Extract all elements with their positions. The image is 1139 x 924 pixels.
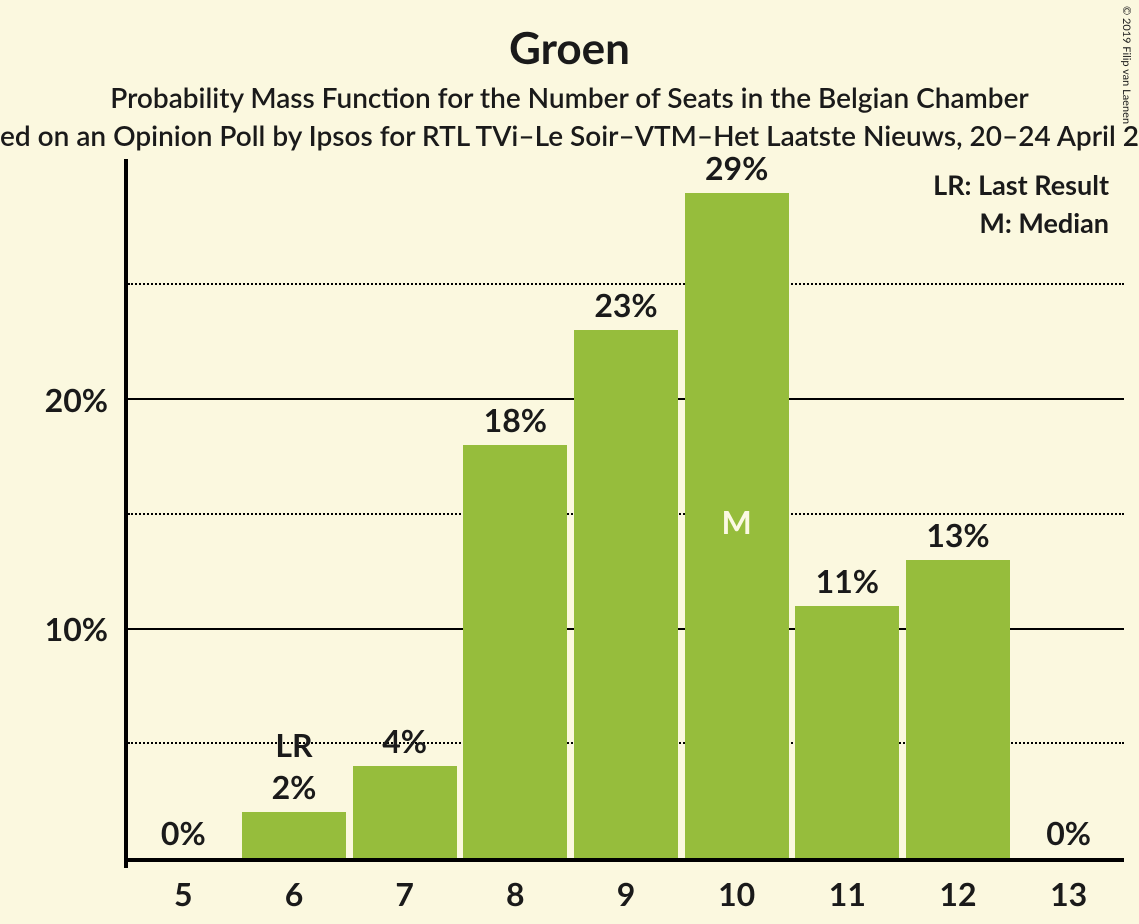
- y-tick-label: 20%: [18, 380, 108, 419]
- x-tick-label: 7: [349, 874, 460, 913]
- x-tick-label: 11: [792, 874, 903, 913]
- bar-value-label: 4%: [353, 721, 457, 760]
- bar-value-label: 18%: [463, 400, 567, 439]
- x-axis: [124, 858, 1124, 862]
- plot-area: 0%52%LR64%718%823%929%M1011%1113%120%131…: [128, 165, 1124, 858]
- bar: [242, 812, 346, 858]
- bar-value-label: 13%: [906, 515, 1010, 554]
- y-axis: [124, 159, 128, 868]
- bar-value-label: 23%: [574, 285, 678, 324]
- x-tick-label: 8: [460, 874, 571, 913]
- x-tick-label: 10: [681, 874, 792, 913]
- bar-value-label: 0%: [1017, 813, 1121, 852]
- legend-m: M: Median: [979, 206, 1109, 239]
- x-tick-label: 5: [128, 874, 239, 913]
- bar: [906, 560, 1010, 858]
- x-tick-label: 9: [571, 874, 682, 913]
- bar: [353, 766, 457, 858]
- bar-value-label: 29%: [685, 148, 789, 187]
- x-tick-label: 6: [239, 874, 350, 913]
- bar: [574, 330, 678, 858]
- chart-subtitle-1: Probability Mass Function for the Number…: [0, 80, 1139, 114]
- x-tick-label: 13: [1013, 874, 1124, 913]
- chart-title: Groen: [0, 22, 1139, 74]
- bar: [463, 445, 567, 858]
- bar-value-label: 2%: [242, 767, 346, 806]
- median-marker: M: [685, 502, 789, 541]
- bar: [795, 606, 899, 858]
- chart-subtitle-2: ed on an Opinion Poll by Ipsos for RTL T…: [0, 118, 1139, 152]
- last-result-marker: LR: [242, 725, 346, 764]
- bar-value-label: 11%: [795, 561, 899, 600]
- x-tick-label: 12: [903, 874, 1014, 913]
- bar-value-label: 0%: [131, 813, 235, 852]
- chart-page: © 2019 Filip van Laenen Groen Probabilit…: [0, 0, 1139, 924]
- legend-lr: LR: Last Result: [933, 168, 1109, 201]
- y-tick-label: 10%: [18, 609, 108, 648]
